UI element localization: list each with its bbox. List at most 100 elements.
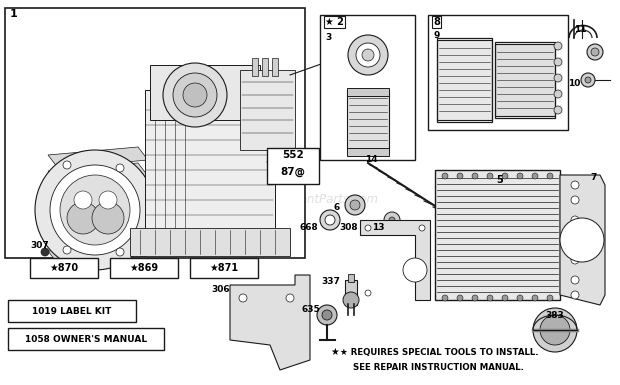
Circle shape xyxy=(487,295,493,301)
Circle shape xyxy=(571,236,579,244)
Circle shape xyxy=(585,77,591,83)
Bar xyxy=(8,300,136,322)
Polygon shape xyxy=(48,227,148,248)
Polygon shape xyxy=(48,243,148,264)
Circle shape xyxy=(67,202,99,234)
Text: 668: 668 xyxy=(299,224,318,233)
Bar xyxy=(435,170,560,300)
Circle shape xyxy=(419,225,425,231)
Bar xyxy=(437,38,492,122)
Circle shape xyxy=(571,276,579,284)
Circle shape xyxy=(41,248,49,256)
Circle shape xyxy=(532,295,538,301)
Text: 6: 6 xyxy=(334,204,340,213)
Bar xyxy=(428,15,568,130)
Bar xyxy=(348,274,354,282)
Bar xyxy=(495,44,555,116)
Circle shape xyxy=(502,295,508,301)
Circle shape xyxy=(560,218,604,262)
Polygon shape xyxy=(48,211,148,232)
Circle shape xyxy=(60,175,130,245)
Circle shape xyxy=(403,258,427,282)
Bar xyxy=(240,70,295,150)
Bar xyxy=(8,328,164,350)
Circle shape xyxy=(63,161,71,169)
Circle shape xyxy=(365,290,371,296)
Circle shape xyxy=(92,202,124,234)
Circle shape xyxy=(517,295,523,301)
Text: 1: 1 xyxy=(10,9,18,19)
Text: 308: 308 xyxy=(339,224,358,233)
Text: 383: 383 xyxy=(545,311,564,320)
Circle shape xyxy=(356,43,380,67)
Circle shape xyxy=(457,295,463,301)
Circle shape xyxy=(343,292,359,308)
Circle shape xyxy=(348,35,388,75)
Circle shape xyxy=(554,106,562,114)
Text: 1019 LABEL KIT: 1019 LABEL KIT xyxy=(32,306,112,315)
Bar xyxy=(252,58,258,76)
Text: 7: 7 xyxy=(590,174,596,182)
Bar xyxy=(262,58,268,76)
Text: 11: 11 xyxy=(574,25,587,35)
Circle shape xyxy=(317,305,337,325)
Text: ★869: ★869 xyxy=(130,263,159,273)
Circle shape xyxy=(99,191,117,209)
Circle shape xyxy=(320,210,340,230)
Circle shape xyxy=(472,173,478,179)
Polygon shape xyxy=(48,179,148,200)
Text: 13: 13 xyxy=(373,224,385,233)
Circle shape xyxy=(554,90,562,98)
Circle shape xyxy=(587,44,603,60)
Text: 9: 9 xyxy=(433,32,440,40)
Circle shape xyxy=(581,73,595,87)
Bar xyxy=(190,258,258,278)
Circle shape xyxy=(591,48,599,56)
Circle shape xyxy=(457,173,463,179)
Text: ReplacementParts.com: ReplacementParts.com xyxy=(242,194,378,206)
Bar xyxy=(130,228,290,256)
Bar xyxy=(272,58,278,76)
Circle shape xyxy=(532,173,538,179)
Bar xyxy=(110,258,178,278)
Text: 552: 552 xyxy=(282,150,304,160)
Circle shape xyxy=(517,173,523,179)
Text: ★ REQUIRES SPECIAL TOOLS TO INSTALL.: ★ REQUIRES SPECIAL TOOLS TO INSTALL. xyxy=(340,348,539,357)
Polygon shape xyxy=(48,163,148,184)
Text: 5: 5 xyxy=(497,175,503,185)
Circle shape xyxy=(74,191,92,209)
Circle shape xyxy=(442,295,448,301)
Text: 87@: 87@ xyxy=(280,167,306,177)
Text: 14: 14 xyxy=(365,156,378,164)
Text: ★870: ★870 xyxy=(50,263,79,273)
Circle shape xyxy=(571,181,579,189)
Bar xyxy=(5,8,305,258)
Bar xyxy=(30,258,98,278)
Text: 10: 10 xyxy=(568,79,580,87)
Circle shape xyxy=(554,42,562,50)
Circle shape xyxy=(35,150,155,270)
Circle shape xyxy=(239,294,247,302)
Circle shape xyxy=(502,173,508,179)
Bar xyxy=(150,65,260,120)
Circle shape xyxy=(554,58,562,66)
Circle shape xyxy=(116,248,124,256)
Circle shape xyxy=(571,216,579,224)
Text: ★871: ★871 xyxy=(210,263,239,273)
Text: 635: 635 xyxy=(301,306,320,315)
Text: 1058 OWNER'S MANUAL: 1058 OWNER'S MANUAL xyxy=(25,335,147,343)
Circle shape xyxy=(571,291,579,299)
Circle shape xyxy=(183,83,207,107)
Text: 8: 8 xyxy=(433,17,440,27)
Circle shape xyxy=(540,315,570,345)
Circle shape xyxy=(63,246,71,254)
Circle shape xyxy=(547,295,553,301)
Bar xyxy=(437,40,492,120)
Text: 337: 337 xyxy=(321,278,340,286)
Circle shape xyxy=(384,212,400,228)
Text: 3: 3 xyxy=(325,33,331,42)
Circle shape xyxy=(571,196,579,204)
Polygon shape xyxy=(48,147,148,168)
Circle shape xyxy=(547,173,553,179)
Circle shape xyxy=(365,225,371,231)
